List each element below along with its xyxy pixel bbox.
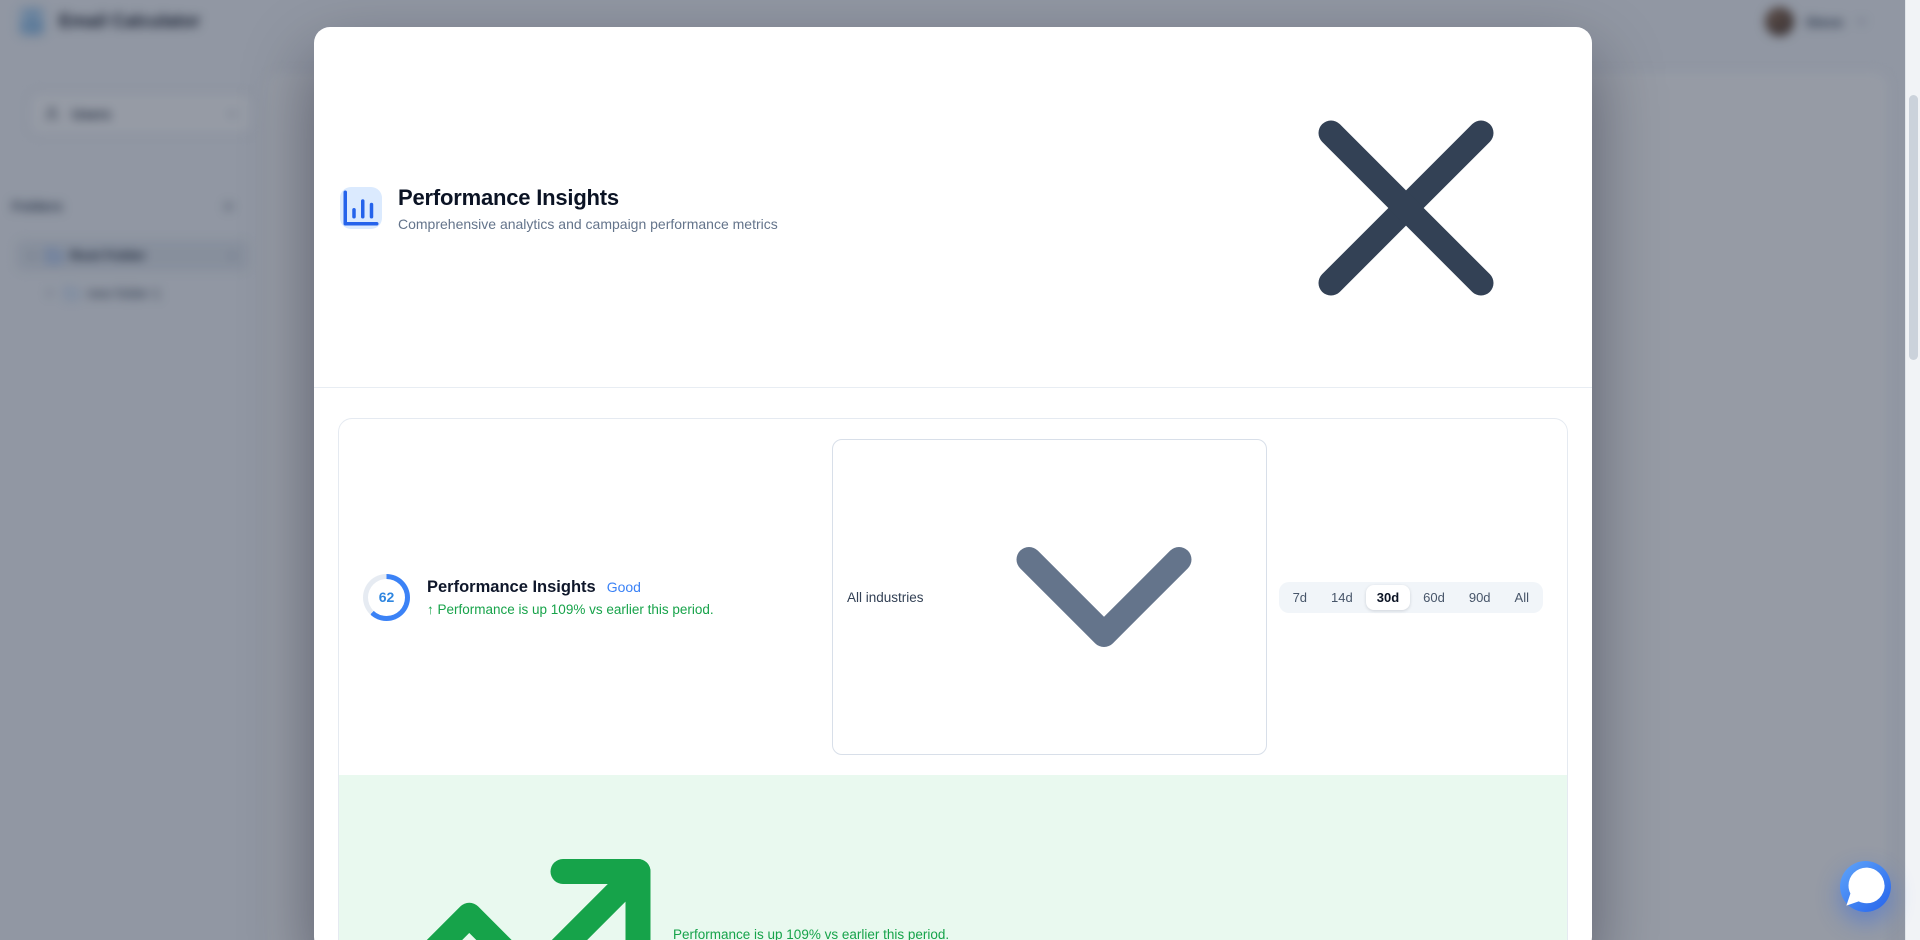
range-button-90d[interactable]: 90d: [1458, 585, 1502, 610]
modal-heading-group: Performance Insights Comprehensive analy…: [398, 185, 778, 232]
modal-subtitle: Comprehensive analytics and campaign per…: [398, 216, 778, 232]
score-status-badge: Good: [607, 579, 641, 595]
range-button-all[interactable]: All: [1504, 585, 1540, 610]
insights-card: 62 Performance Insights Good ↑ Performan…: [338, 418, 1568, 940]
close-icon: [1256, 58, 1556, 358]
industry-select[interactable]: All industries: [832, 439, 1267, 755]
page-scrollbar[interactable]: [1905, 0, 1920, 940]
chat-widget-button[interactable]: [1840, 861, 1891, 912]
chat-icon: [1840, 861, 1891, 912]
performance-insights-modal: Performance Insights Comprehensive analy…: [314, 27, 1592, 940]
score-header: 62 Performance Insights Good ↑ Performan…: [339, 419, 1567, 775]
modal-body: 62 Performance Insights Good ↑ Performan…: [314, 388, 1592, 940]
score-meta: Performance Insights Good ↑ Performance …: [427, 578, 714, 617]
modal-title: Performance Insights: [398, 185, 778, 211]
range-button-60d[interactable]: 60d: [1412, 585, 1456, 610]
close-button[interactable]: [1250, 52, 1562, 364]
filter-controls: All industries 7d14d30d60d90dAll: [832, 439, 1543, 755]
bar-chart-icon: [340, 187, 382, 229]
date-range-segmented-control: 7d14d30d60d90dAll: [1279, 582, 1543, 613]
range-button-30d[interactable]: 30d: [1366, 585, 1410, 610]
range-button-14d[interactable]: 14d: [1320, 585, 1364, 610]
industry-select-value: All industries: [847, 590, 924, 605]
score-value: 62: [368, 579, 405, 616]
trending-up-icon: [363, 784, 663, 940]
performance-banner: Performance is up 109% vs earlier this p…: [339, 775, 1567, 940]
banner-text: Performance is up 109% vs earlier this p…: [673, 927, 949, 940]
score-ring: 62: [363, 574, 410, 621]
modal-header: Performance Insights Comprehensive analy…: [314, 27, 1592, 388]
score-title: Performance Insights: [427, 578, 596, 597]
score-trend-text: ↑ Performance is up 109% vs earlier this…: [427, 602, 714, 617]
scrollbar-thumb[interactable]: [1909, 95, 1918, 360]
range-button-7d[interactable]: 7d: [1282, 585, 1318, 610]
chevron-down-icon: [954, 447, 1254, 747]
